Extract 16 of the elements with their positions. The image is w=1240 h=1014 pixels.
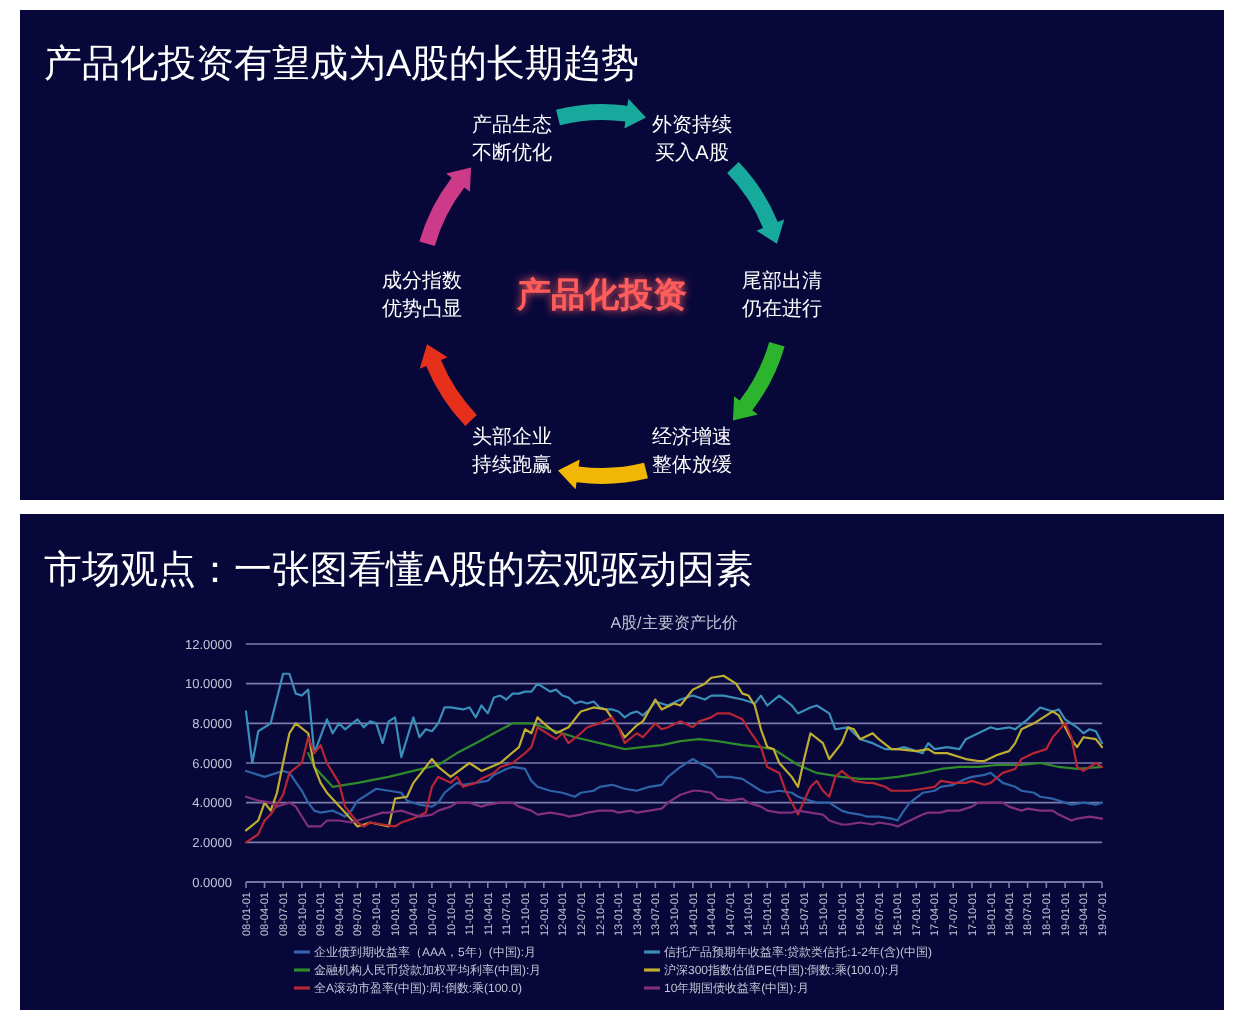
line-series bbox=[244, 712, 1104, 844]
text: 产品化投资 bbox=[515, 276, 687, 315]
line-series bbox=[244, 674, 1104, 832]
text: 尾部出清仍在进行 bbox=[740, 269, 822, 322]
line-series bbox=[307, 722, 1104, 788]
line-series bbox=[244, 757, 1104, 822]
chart-subtitle: A股/主要资产比价 bbox=[610, 614, 738, 632]
text: 产品化投资有望成为A股的长期趋势 bbox=[44, 44, 640, 86]
text: 经济增速整体放缓 bbox=[652, 425, 732, 478]
text: 产品生态不断优化 bbox=[472, 113, 552, 166]
text: 外资持续买入A股 bbox=[652, 113, 732, 166]
text: 成分指数优势凸显 bbox=[382, 269, 462, 322]
line-series bbox=[244, 789, 1104, 828]
text: 头部企业持续跑赢 bbox=[472, 425, 552, 478]
chart-title: 市场观点：一张图看懂A股的宏观驱动因素 bbox=[44, 548, 754, 592]
line-series bbox=[244, 672, 1104, 765]
